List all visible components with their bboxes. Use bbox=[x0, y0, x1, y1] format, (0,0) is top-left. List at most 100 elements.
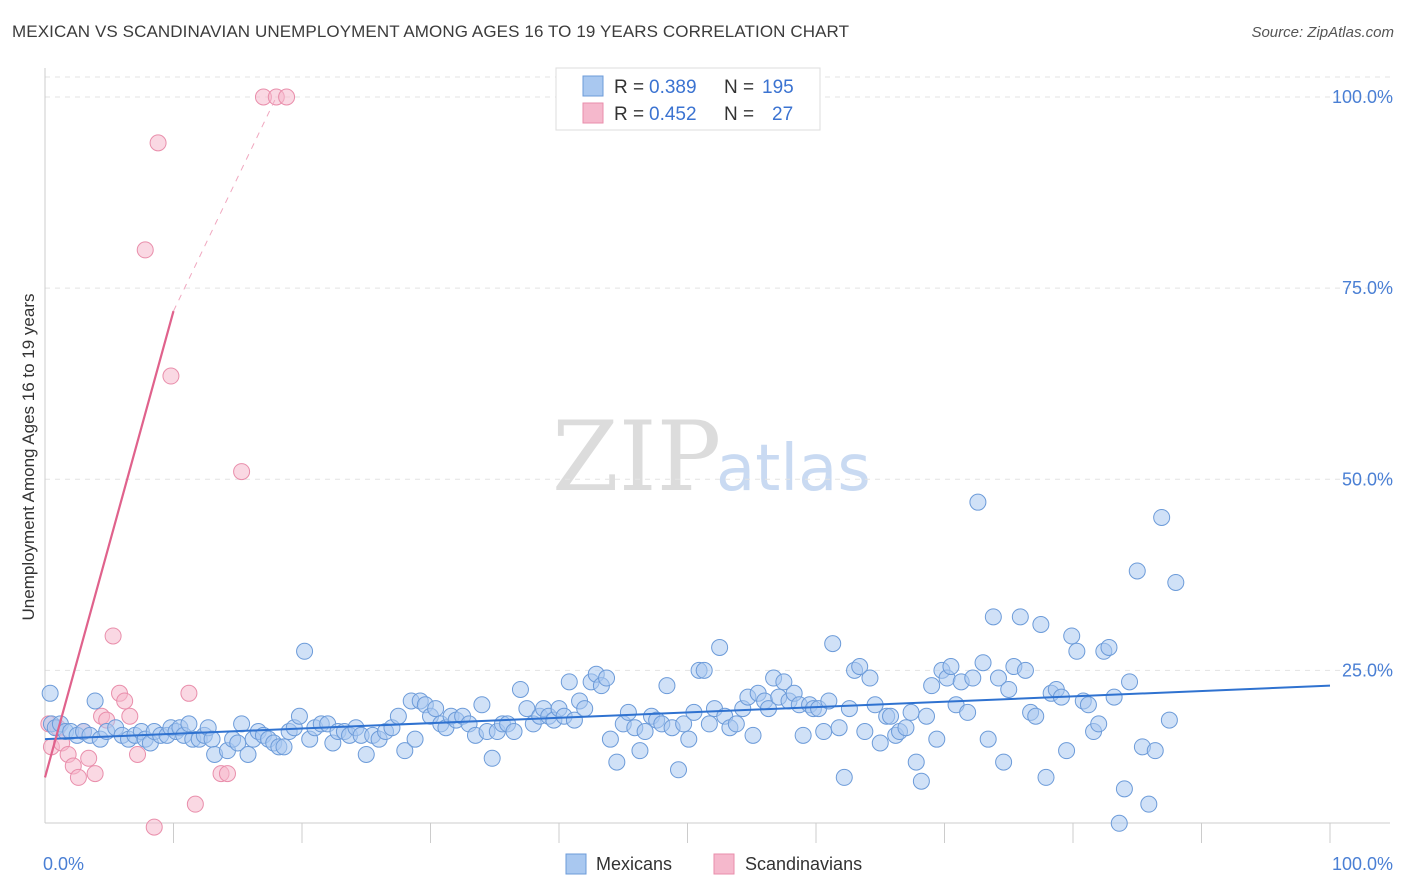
scandinavians-point bbox=[186, 795, 204, 813]
mexicans-point bbox=[856, 723, 874, 741]
mexicans-point bbox=[505, 723, 523, 741]
mexicans-point bbox=[984, 608, 1002, 626]
legend-n-value-2: 27 bbox=[772, 104, 793, 125]
mexicans-point bbox=[1011, 608, 1029, 626]
mexicans-point bbox=[882, 707, 900, 725]
mexicans-point bbox=[1027, 707, 1045, 725]
mexicans-point bbox=[897, 719, 915, 737]
mexicans-point bbox=[851, 658, 869, 676]
scandinavians-point bbox=[136, 241, 154, 259]
mexicans-point bbox=[820, 692, 838, 710]
mexicans-point bbox=[824, 635, 842, 653]
mexicans-point bbox=[290, 707, 308, 725]
scandinavians-point bbox=[162, 367, 180, 385]
scandinavians-point bbox=[278, 88, 296, 106]
scandinavians-point bbox=[86, 765, 104, 783]
mexicans-point bbox=[598, 669, 616, 687]
mexicans-point bbox=[907, 753, 925, 771]
mexicans-point bbox=[239, 745, 257, 763]
mexicans-point bbox=[727, 715, 745, 733]
x-tick-label-min: 0.0% bbox=[43, 854, 84, 874]
mexicans-point bbox=[680, 730, 698, 748]
mexicans-point bbox=[1160, 711, 1178, 729]
source-label: Source: ZipAtlas.com bbox=[1251, 24, 1394, 41]
x-tick-labels: 0.0% 100.0% bbox=[43, 854, 1393, 874]
mexicans-point bbox=[815, 723, 833, 741]
legend-r-value-1: 0.389 bbox=[649, 77, 697, 98]
mexicans-point bbox=[619, 703, 637, 721]
mexicans-point bbox=[775, 673, 793, 691]
y-tick-label: 100.0% bbox=[1332, 87, 1393, 107]
mexicans-point bbox=[180, 715, 198, 733]
mexicans-point bbox=[675, 715, 693, 733]
mexicans-point bbox=[357, 745, 375, 763]
chart-title: MEXICAN VS SCANDINAVIAN UNEMPLOYMENT AMO… bbox=[12, 22, 850, 41]
scandinavians-point bbox=[116, 692, 134, 710]
mexicans-point bbox=[840, 700, 858, 718]
series-legend: Mexicans Scandinavians bbox=[565, 853, 862, 875]
series-mexicans bbox=[41, 493, 1185, 832]
watermark-zip: ZIP bbox=[552, 401, 721, 513]
mexicans-trend-line bbox=[44, 684, 1331, 741]
y-tick-label: 25.0% bbox=[1342, 660, 1393, 680]
mexicans-point bbox=[1090, 715, 1108, 733]
mexicans-point bbox=[560, 673, 578, 691]
mexicans-point bbox=[406, 730, 424, 748]
scandinavians-point bbox=[233, 463, 251, 481]
mexicans-point bbox=[974, 654, 992, 672]
mexicans-point bbox=[979, 730, 997, 748]
mexicans-point bbox=[1153, 508, 1171, 526]
mexicans-point bbox=[959, 703, 977, 721]
y-tick-label: 75.0% bbox=[1342, 278, 1393, 298]
legend-n-value-1: 195 bbox=[762, 77, 794, 98]
legend-r-value-2: 0.452 bbox=[649, 104, 697, 125]
mexicans-point bbox=[871, 734, 889, 752]
mexicans-point bbox=[835, 768, 853, 786]
mexicans-point bbox=[830, 719, 848, 737]
scandinavians-point bbox=[129, 745, 147, 763]
scandinavians-point bbox=[121, 707, 139, 725]
mexicans-point bbox=[1063, 627, 1081, 645]
mexicans-point bbox=[1079, 696, 1097, 714]
scandinavians-trend-extension bbox=[173, 96, 277, 312]
legend-n-label-2: N = bbox=[724, 104, 754, 125]
mexicans-point bbox=[631, 742, 649, 760]
y-axis-label: Unemployment Among Ages 16 to 19 years bbox=[19, 294, 38, 621]
scandinavians-point bbox=[104, 627, 122, 645]
bottom-legend-mexicans: Mexicans bbox=[596, 854, 672, 874]
mexicans-point bbox=[1167, 573, 1185, 591]
mexicans-point bbox=[1016, 661, 1034, 679]
mexicans-point bbox=[518, 700, 536, 718]
mexicans-point bbox=[658, 677, 676, 695]
mexicans-point bbox=[636, 723, 654, 741]
legend-swatch-mexicans bbox=[582, 75, 604, 97]
mexicans-point bbox=[695, 661, 713, 679]
mexicans-point bbox=[1115, 780, 1133, 798]
mexicans-point bbox=[995, 753, 1013, 771]
mexicans-point bbox=[1110, 814, 1128, 832]
mexicans-point bbox=[942, 658, 960, 676]
mexicans-point bbox=[576, 700, 594, 718]
gridlines bbox=[45, 76, 1390, 671]
scandinavians-trend-line bbox=[43, 310, 175, 778]
mexicans-point bbox=[511, 680, 529, 698]
legend-n-label-1: N = bbox=[724, 77, 754, 98]
mexicans-point bbox=[1128, 562, 1146, 580]
bottom-legend-swatch-mexicans bbox=[565, 853, 587, 875]
mexicans-point bbox=[483, 749, 501, 767]
mexicans-point bbox=[1058, 742, 1076, 760]
legend-r-label-1: R = bbox=[614, 77, 644, 98]
scandinavians-point bbox=[218, 765, 236, 783]
mexicans-point bbox=[861, 669, 879, 687]
scandinavians-point bbox=[69, 768, 87, 786]
scandinavians-point bbox=[145, 818, 163, 836]
mexicans-point bbox=[700, 715, 718, 733]
legend-swatch-scandinavians bbox=[582, 102, 604, 124]
mexicans-point bbox=[928, 730, 946, 748]
mexicans-point bbox=[912, 772, 930, 790]
mexicans-point bbox=[396, 742, 414, 760]
mexicans-point bbox=[670, 761, 688, 779]
stats-legend: R = 0.389 N = 195 R = 0.452 N = 27 bbox=[555, 67, 821, 131]
scandinavians-point bbox=[80, 749, 98, 767]
